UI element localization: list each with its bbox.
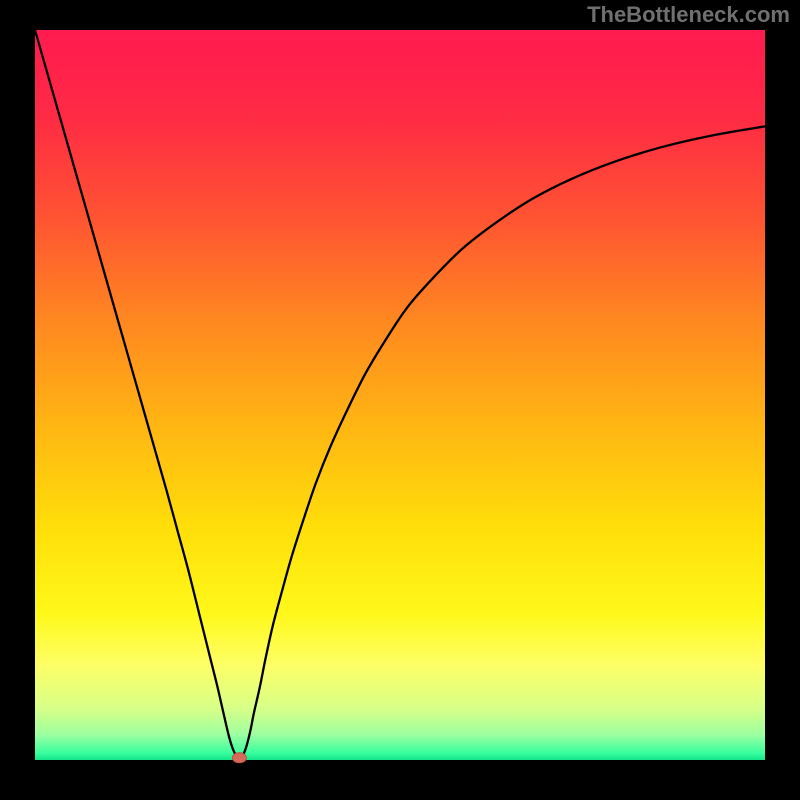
bottleneck-chart: TheBottleneck.com — [0, 0, 800, 800]
plot-gradient-bg — [35, 30, 765, 760]
watermark-text: TheBottleneck.com — [587, 2, 790, 28]
minimum-marker — [232, 753, 246, 763]
chart-svg — [0, 0, 800, 800]
